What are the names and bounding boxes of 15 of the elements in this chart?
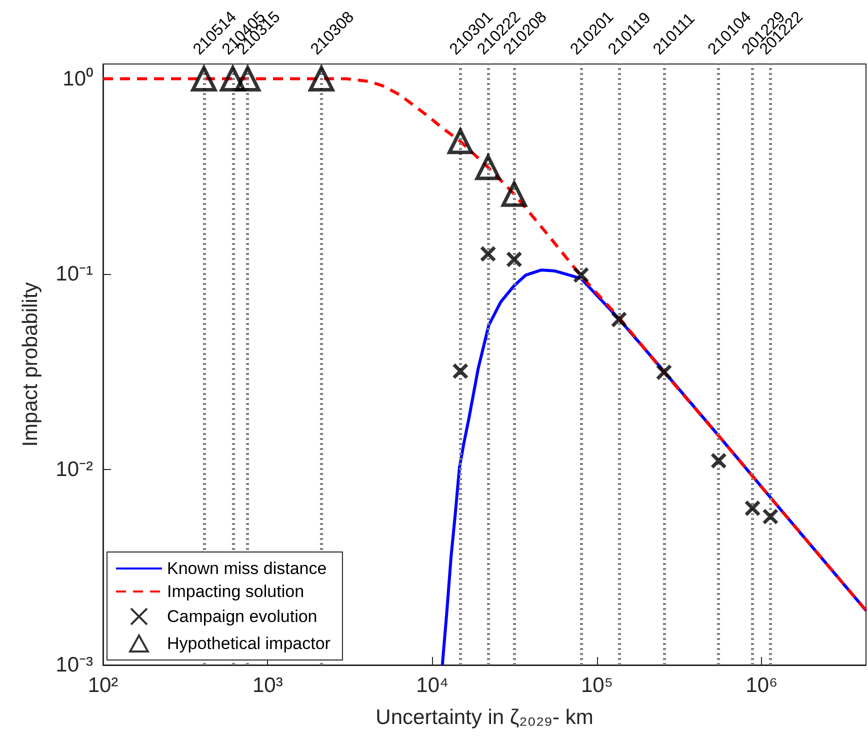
y-axis-title: Impact probability bbox=[19, 282, 42, 447]
x-axis-title: Uncertainty in ζ₂₀₂₉- km bbox=[376, 706, 594, 729]
y-tick-label: 10⁻¹ bbox=[56, 262, 93, 286]
legend-label: Hypothetical impactor bbox=[167, 634, 331, 653]
x-tick-label: 10⁶ bbox=[746, 674, 778, 697]
legend-label: Known miss distance bbox=[167, 559, 327, 578]
legend-label: Campaign evolution bbox=[167, 607, 318, 626]
x-tick-label: 10⁴ bbox=[416, 674, 449, 697]
x-tick-label: 10⁵ bbox=[580, 674, 614, 697]
x-tick-label: 10³ bbox=[252, 674, 283, 697]
x-tick-label: 10² bbox=[88, 674, 118, 697]
y-tick-label: 10⁻³ bbox=[56, 654, 93, 676]
y-tick-label: 10⁻² bbox=[56, 458, 93, 482]
y-tick-label: 10⁰ bbox=[62, 67, 93, 90]
legend-label: Impacting solution bbox=[167, 582, 304, 601]
